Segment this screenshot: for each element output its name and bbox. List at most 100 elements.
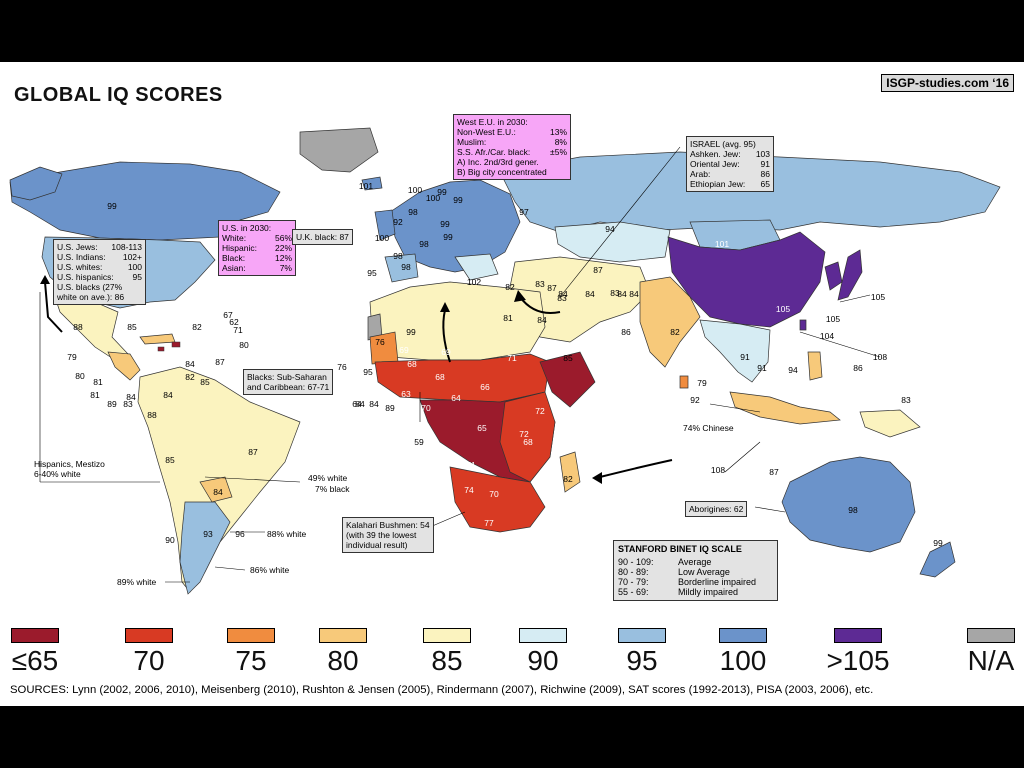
world-map bbox=[9, 127, 1001, 595]
region-png bbox=[859, 409, 921, 438]
black-7-note: 7% black bbox=[315, 484, 350, 494]
score-label: 70 bbox=[421, 403, 431, 413]
score-label: 83 bbox=[901, 395, 911, 405]
score-label: 79 bbox=[67, 352, 77, 362]
score-label: 74 bbox=[464, 485, 474, 495]
arrow-madagascar bbox=[599, 459, 673, 478]
legend-value: 85 bbox=[431, 645, 463, 676]
score-label: 69 bbox=[441, 347, 451, 357]
score-label: 94 bbox=[605, 224, 615, 234]
arrow-us bbox=[44, 281, 63, 333]
score-label: 72 bbox=[519, 429, 529, 439]
score-label: 81 bbox=[93, 377, 103, 387]
chinese-note: 74% Chinese bbox=[683, 423, 734, 433]
legend-value: 75 bbox=[235, 645, 267, 676]
score-label: 85 bbox=[165, 455, 175, 465]
score-label: 64 bbox=[451, 393, 461, 403]
score-label: 87 bbox=[547, 283, 557, 293]
score-label: 68 bbox=[407, 359, 417, 369]
score-label: 84 bbox=[163, 390, 173, 400]
legend-swatch bbox=[618, 628, 666, 643]
legend-value: N/A bbox=[967, 645, 1015, 676]
us-2030-row: Black: 12% bbox=[222, 253, 292, 263]
hispanics-note: Hispanics, Mestizo 6-40% white bbox=[34, 459, 105, 479]
score-label: 79 bbox=[697, 378, 707, 388]
score-label: 88 bbox=[73, 322, 83, 332]
score-label: 92 bbox=[690, 395, 700, 405]
us-groups-row: U.S. whites: 100 bbox=[57, 262, 142, 272]
score-label: 96 bbox=[235, 529, 245, 539]
legend-item: N/A bbox=[946, 628, 1024, 677]
score-label: 93 bbox=[203, 529, 213, 539]
legend-item: 85 bbox=[402, 628, 492, 677]
us-groups-row: U.S. Indians: 102+ bbox=[57, 252, 142, 262]
score-label: 82 bbox=[670, 327, 680, 337]
score-label: 67 bbox=[223, 310, 233, 320]
score-label: 86 bbox=[853, 363, 863, 373]
score-label: 97 bbox=[519, 207, 529, 217]
score-label: 89 bbox=[107, 399, 117, 409]
score-label: 71 bbox=[466, 460, 476, 470]
us-2030-row: White: 56% bbox=[222, 233, 292, 243]
blacks-box: Blacks: Sub-Saharan and Caribbean: 67-71 bbox=[243, 369, 334, 395]
score-label: 101 bbox=[358, 181, 374, 191]
score-label: 84 bbox=[213, 487, 223, 497]
stanford-binet-scale: STANFORD BINET IQ SCALE 90 - 109: Average… bbox=[613, 540, 778, 601]
score-label: 98 bbox=[408, 207, 418, 217]
score-label: 98 bbox=[393, 251, 403, 261]
legend-item: 75 bbox=[206, 628, 296, 677]
legend-item: 100 bbox=[698, 628, 788, 677]
legend-swatch bbox=[125, 628, 173, 643]
region-southern-cone bbox=[179, 501, 231, 595]
kalahari-box: Kalahari Bushmen: 54 (with 39 the lowest… bbox=[342, 517, 434, 553]
score-label: 90 bbox=[165, 535, 175, 545]
region-australia bbox=[781, 456, 916, 553]
leader-lines bbox=[39, 146, 881, 583]
us-groups-row: U.S. Jews: 108-113 bbox=[57, 242, 142, 252]
score-label: 105 bbox=[825, 314, 841, 324]
west-eu-title: West E.U. in 2030: bbox=[457, 117, 528, 127]
score-label: 87 bbox=[769, 467, 779, 477]
us-groups-row: U.S. hispanics: 95 bbox=[57, 272, 142, 282]
legend-value: 100 bbox=[719, 645, 767, 676]
arrow-head-middle-east bbox=[514, 290, 526, 302]
score-label: 72 bbox=[535, 406, 545, 416]
score-label: 98 bbox=[848, 505, 858, 515]
legend-swatch bbox=[719, 628, 767, 643]
region-korea bbox=[824, 261, 843, 291]
legend-swatch bbox=[319, 628, 367, 643]
region-china bbox=[667, 231, 826, 328]
score-label: 59 bbox=[414, 437, 424, 447]
score-label: 70 bbox=[489, 489, 499, 499]
legend-value: 80 bbox=[327, 645, 359, 676]
score-label: 64 bbox=[352, 399, 362, 409]
score-label: 98 bbox=[419, 239, 429, 249]
score-label: 83 bbox=[610, 288, 620, 298]
score-label: 89 bbox=[385, 403, 395, 413]
legend-value: 90 bbox=[527, 645, 559, 676]
region-new-zealand bbox=[919, 541, 956, 578]
score-label: 100 bbox=[374, 233, 390, 243]
score-label: 92 bbox=[393, 217, 403, 227]
region-horn bbox=[539, 351, 596, 408]
score-label: 94 bbox=[788, 365, 798, 375]
score-label: 80 bbox=[75, 371, 85, 381]
legend-swatch bbox=[967, 628, 1015, 643]
legend-swatch bbox=[423, 628, 471, 643]
region-indonesia bbox=[729, 391, 841, 425]
legend-swatch bbox=[227, 628, 275, 643]
legend-value: ≤65 bbox=[11, 645, 59, 676]
legend-swatch bbox=[11, 628, 59, 643]
arrow-head-us bbox=[40, 275, 50, 284]
region-southern-africa bbox=[449, 466, 546, 533]
score-label: 84 bbox=[185, 359, 195, 369]
score-label: 108 bbox=[710, 465, 726, 475]
score-label: 73 bbox=[405, 403, 415, 413]
score-label: 71 bbox=[233, 325, 243, 335]
score-label: 76 bbox=[337, 362, 347, 372]
score-label: 108 bbox=[872, 352, 888, 362]
legend-item: ≤65 bbox=[0, 628, 80, 677]
arrow-head-africa-north bbox=[440, 302, 450, 312]
score-label: 63 bbox=[401, 389, 411, 399]
score-label: 82 bbox=[505, 282, 515, 292]
